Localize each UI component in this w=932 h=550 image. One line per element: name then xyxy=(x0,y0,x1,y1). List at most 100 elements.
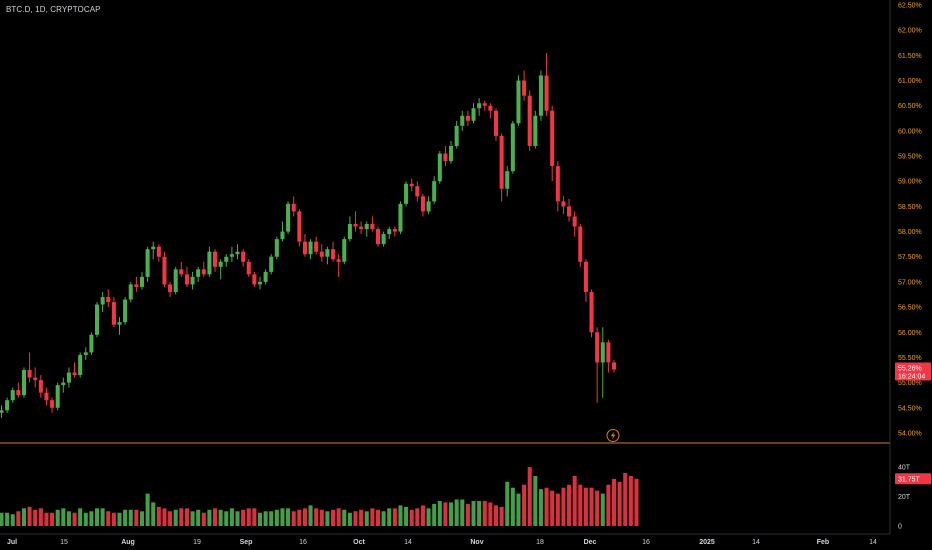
candle-body xyxy=(370,224,375,230)
candle xyxy=(0,405,4,418)
volume-bar xyxy=(184,508,189,526)
volume-bar xyxy=(179,508,184,526)
candle-body xyxy=(426,201,431,212)
volume-tick-label: 0 xyxy=(898,524,902,531)
volume-bar xyxy=(0,512,4,526)
candle xyxy=(291,196,296,217)
candle xyxy=(213,249,218,272)
candle xyxy=(550,105,555,182)
candle xyxy=(21,367,26,398)
candle xyxy=(61,377,66,393)
volume-bar xyxy=(392,508,397,526)
candle-body xyxy=(128,284,133,300)
volume-bar xyxy=(229,508,234,526)
candle-body xyxy=(499,135,504,189)
candle-body xyxy=(392,229,397,232)
candle xyxy=(134,276,139,292)
volume-bar xyxy=(583,487,588,526)
volume-bar xyxy=(314,508,319,526)
candle xyxy=(432,176,437,204)
candle-body xyxy=(550,110,555,167)
candle-body xyxy=(505,171,510,189)
candle xyxy=(600,327,605,398)
candle xyxy=(443,145,448,167)
candle-body xyxy=(179,269,184,275)
candle xyxy=(224,254,229,267)
candle-body xyxy=(420,196,425,212)
chart-title: BTC.D, 1D, CRYPTOCAP xyxy=(6,5,101,14)
candle xyxy=(297,208,302,247)
volume-bar xyxy=(510,487,515,526)
volume-bar xyxy=(325,511,330,526)
volume-bar xyxy=(420,505,425,526)
candle xyxy=(488,103,493,119)
volume-bar xyxy=(168,511,173,526)
candle-body xyxy=(493,110,499,136)
candle-body xyxy=(533,115,538,146)
candle-body xyxy=(291,203,296,212)
candle xyxy=(370,216,375,232)
volume-bars-group xyxy=(0,467,639,526)
candle-body xyxy=(229,254,234,257)
candle xyxy=(100,291,105,313)
candle-body xyxy=(106,297,111,303)
time-tick-label: 2025 xyxy=(699,539,715,546)
price-axis: 62.50% 62.00% 61.50% 61.00% 60.50% 60.00% 59.5… xyxy=(898,3,922,438)
candle-body xyxy=(471,108,476,121)
candle xyxy=(522,70,527,101)
candle xyxy=(263,269,268,285)
candle xyxy=(561,196,566,214)
candle-body xyxy=(190,276,195,285)
volume-bar xyxy=(21,508,26,526)
candles-group xyxy=(0,52,617,418)
candle-body xyxy=(55,385,60,408)
candle-body xyxy=(224,256,229,262)
candle-body xyxy=(83,352,88,355)
time-tick-label: Dec xyxy=(584,539,597,546)
price-tick-label: 57.00% xyxy=(898,279,922,286)
candle xyxy=(319,244,324,262)
candle-body xyxy=(21,370,26,396)
candle-body xyxy=(611,362,617,370)
volume-bar xyxy=(578,484,583,526)
candle xyxy=(527,90,532,152)
time-tick-label: 18 xyxy=(536,539,544,546)
candle-body xyxy=(375,229,381,245)
volume-bar xyxy=(611,478,617,526)
volume-bar xyxy=(78,508,83,526)
volume-bar xyxy=(297,509,302,526)
candle xyxy=(139,271,145,290)
candle xyxy=(128,281,133,303)
volume-bar xyxy=(482,500,487,526)
volume-bar xyxy=(213,508,218,526)
candle-body xyxy=(302,241,307,255)
candle xyxy=(190,271,195,290)
volume-bar xyxy=(589,487,594,526)
volume-bar xyxy=(409,509,414,526)
volume-bar xyxy=(381,511,386,526)
volume-bar xyxy=(538,489,543,526)
volume-bar xyxy=(477,500,482,526)
volume-bar xyxy=(44,512,49,526)
candle xyxy=(555,161,560,212)
volume-bar xyxy=(600,493,605,526)
candle xyxy=(477,98,482,116)
volume-bar xyxy=(196,509,201,526)
time-tick-label: 14 xyxy=(869,539,877,546)
candle xyxy=(196,266,201,282)
candle-body xyxy=(482,103,487,106)
volume-bar xyxy=(201,512,206,526)
volume-bar xyxy=(95,508,100,526)
volume-bar xyxy=(89,511,94,526)
volume-bar xyxy=(347,512,352,526)
lightning-icon[interactable] xyxy=(606,429,620,442)
candle-body xyxy=(286,203,291,232)
candle xyxy=(482,100,487,111)
volume-bar xyxy=(527,467,532,526)
candle xyxy=(207,246,212,277)
volume-bar xyxy=(617,481,622,526)
candle xyxy=(106,289,111,308)
candle-body xyxy=(184,274,189,285)
price-tick-label: 59.50% xyxy=(898,154,922,161)
candle xyxy=(151,241,156,260)
